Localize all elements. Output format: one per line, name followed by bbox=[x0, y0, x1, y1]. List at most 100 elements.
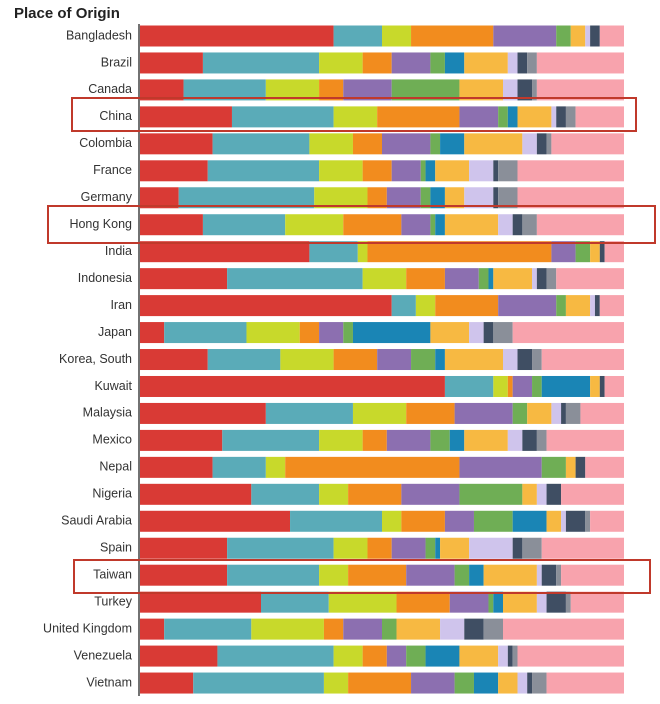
y-tick-label: Canada bbox=[88, 82, 132, 96]
y-tick-label: Venezuela bbox=[74, 648, 132, 662]
bar-segment bbox=[323, 618, 344, 640]
bar-segment bbox=[251, 618, 324, 640]
bar-segment bbox=[575, 106, 624, 128]
bar-segment bbox=[251, 483, 320, 505]
bar-segment bbox=[561, 510, 566, 532]
bar-segment bbox=[333, 537, 368, 559]
bar-segment bbox=[212, 456, 266, 478]
y-tick-label: Japan bbox=[98, 325, 132, 339]
bar-segment bbox=[483, 322, 494, 344]
bar-segment bbox=[430, 187, 445, 209]
bar-segment bbox=[551, 241, 576, 263]
bar-segment bbox=[406, 645, 426, 667]
y-tick-label: Germany bbox=[81, 190, 133, 204]
bar-segment bbox=[493, 591, 503, 613]
bar-segment bbox=[261, 591, 329, 613]
bar-segment bbox=[493, 187, 499, 209]
bar-segment bbox=[362, 645, 387, 667]
bar-segment bbox=[551, 133, 624, 155]
bar-segment bbox=[459, 645, 499, 667]
bar-segment bbox=[377, 106, 460, 128]
bar-segment bbox=[202, 52, 320, 74]
bar-segment bbox=[561, 483, 624, 505]
bar-segment bbox=[590, 375, 600, 397]
y-tick-label: Kuwait bbox=[94, 379, 132, 393]
bar-segment bbox=[473, 672, 499, 694]
bar-segment bbox=[585, 456, 624, 478]
bar-segment bbox=[590, 25, 600, 47]
bar-segment bbox=[454, 672, 474, 694]
bar-segment bbox=[265, 402, 353, 424]
bar-segment bbox=[265, 79, 320, 101]
bar-segment bbox=[561, 402, 566, 424]
y-tick-label: Korea, South bbox=[59, 352, 132, 366]
bar-segment bbox=[590, 295, 595, 317]
highlight-box bbox=[71, 97, 637, 132]
bar-segment bbox=[541, 564, 557, 586]
bar-segment bbox=[575, 241, 591, 263]
bar-segment bbox=[604, 375, 624, 397]
bar-segment bbox=[265, 456, 286, 478]
bar-segment bbox=[314, 187, 368, 209]
bar-segment bbox=[343, 79, 392, 101]
bar-segment bbox=[483, 564, 537, 586]
bar-segment bbox=[406, 402, 455, 424]
bar-segment bbox=[386, 645, 407, 667]
bar-segment bbox=[406, 564, 455, 586]
bar-segment bbox=[362, 160, 392, 182]
bar-segment bbox=[580, 402, 624, 424]
bar-segment bbox=[469, 160, 494, 182]
bar-segment bbox=[599, 295, 624, 317]
bar-segment bbox=[517, 79, 533, 101]
bar-segment bbox=[469, 322, 484, 344]
bar-segment bbox=[469, 564, 484, 586]
bar-segment bbox=[512, 322, 624, 344]
bar-segment bbox=[246, 322, 300, 344]
bar-segment bbox=[546, 429, 624, 451]
bar-segment bbox=[435, 214, 445, 236]
bar-segment bbox=[430, 429, 450, 451]
bar-segment bbox=[386, 429, 431, 451]
bar-segment bbox=[212, 133, 310, 155]
bar-segment bbox=[367, 537, 392, 559]
bar-segment bbox=[411, 672, 455, 694]
bar-segment bbox=[227, 564, 320, 586]
bar-segment bbox=[319, 483, 349, 505]
bar-segment bbox=[570, 591, 624, 613]
y-tick-label: Indonesia bbox=[78, 271, 132, 285]
bar-segment bbox=[527, 402, 552, 424]
bar-segment bbox=[319, 429, 363, 451]
bar-segment bbox=[406, 268, 445, 290]
bar-segment bbox=[367, 241, 552, 263]
y-tick-label: Turkey bbox=[94, 594, 132, 608]
bar-segment bbox=[517, 645, 624, 667]
bar-segment bbox=[396, 618, 441, 640]
bar-segment bbox=[222, 429, 320, 451]
bar-segment bbox=[299, 322, 320, 344]
bar-segment bbox=[285, 214, 344, 236]
bar-segment bbox=[430, 133, 441, 155]
bar-segment bbox=[556, 295, 566, 317]
bar-segment bbox=[343, 618, 382, 640]
bar-segment bbox=[140, 591, 261, 613]
bar-segment bbox=[565, 106, 576, 128]
bar-segment bbox=[498, 645, 508, 667]
bar-segment bbox=[444, 349, 503, 371]
bar-segment bbox=[464, 618, 484, 640]
bar-segment bbox=[444, 268, 479, 290]
y-tick-label: Nepal bbox=[99, 460, 132, 474]
bar-segment bbox=[319, 564, 349, 586]
bar-segment bbox=[517, 160, 624, 182]
bar-segment bbox=[498, 295, 557, 317]
bar-segment bbox=[343, 214, 402, 236]
bar-segment bbox=[415, 295, 436, 317]
bar-segment bbox=[507, 429, 523, 451]
bar-segment bbox=[532, 349, 542, 371]
bar-segment bbox=[386, 187, 421, 209]
bar-segment bbox=[541, 456, 566, 478]
chart-title: Place of Origin bbox=[14, 5, 120, 22]
bar-segment bbox=[391, 295, 416, 317]
y-tick-label: Colombia bbox=[79, 136, 132, 150]
bar-segment bbox=[493, 25, 557, 47]
bar-segment bbox=[319, 52, 363, 74]
